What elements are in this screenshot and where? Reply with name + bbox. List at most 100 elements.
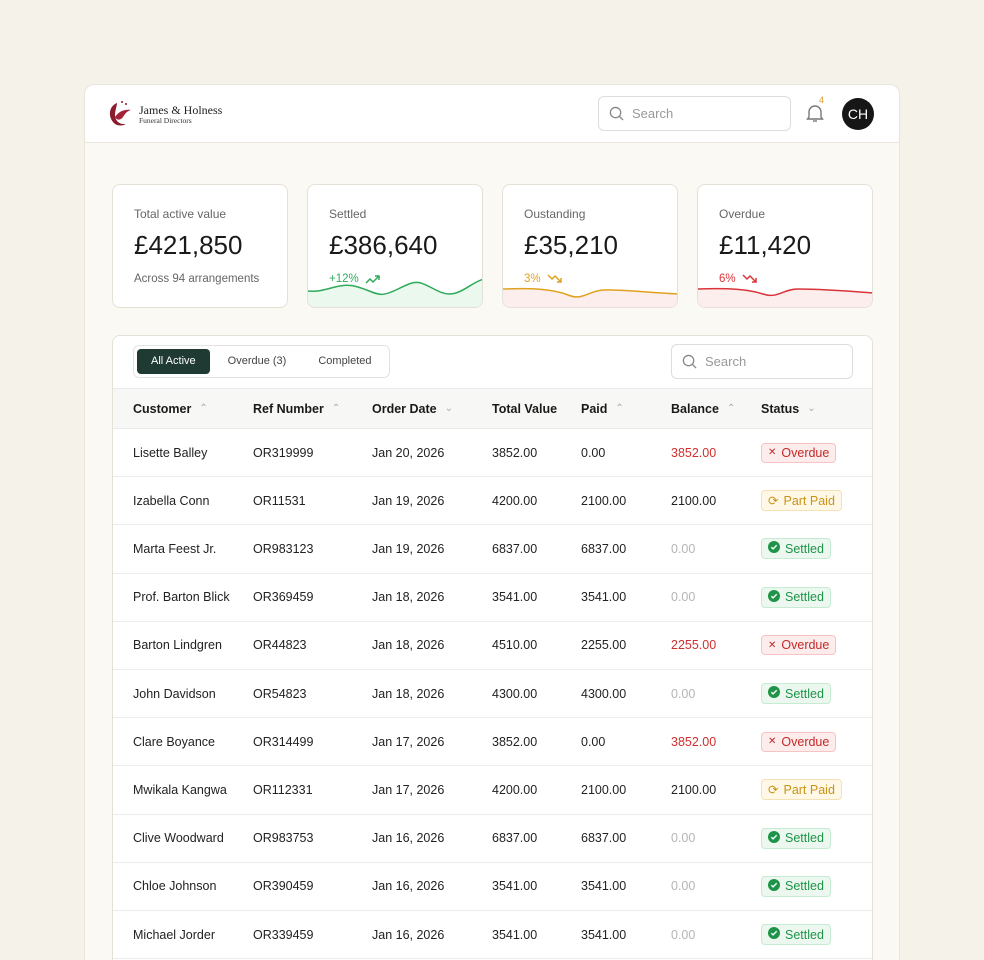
column-label: Balance (671, 401, 719, 416)
user-avatar[interactable]: CH (842, 98, 874, 130)
cell-customer: Marta Feest Jr. (133, 541, 217, 556)
cell-paid: 2100.00 (581, 782, 627, 797)
cell-customer: John Davidson (133, 686, 216, 701)
header-search-input[interactable]: Search (598, 96, 791, 131)
status-label: Settled (785, 541, 824, 556)
cell-total: 3541.00 (492, 590, 538, 605)
table-header: Customer ⌃ Ref Number ⌃ Order Date ⌄ Total Val… (113, 388, 872, 429)
column-header[interactable]: Customer ⌃ (133, 389, 208, 428)
status-badge: Settled (761, 924, 831, 946)
stat-card-overdue: Overdue £11,420 6% (697, 184, 873, 308)
cell-ref: OR339459 (253, 927, 314, 942)
cell-total: 3541.00 (492, 927, 538, 942)
cell-ref: OR983753 (253, 831, 314, 846)
stat-change: 3% (524, 273, 541, 285)
x-icon: ✕ (768, 736, 777, 748)
cell-customer: Clive Woodward (133, 831, 224, 846)
status-label: Part Paid (783, 493, 835, 508)
cell-ref: OR314499 (253, 734, 314, 749)
cell-balance: 0.00 (671, 686, 696, 701)
cell-total: 6837.00 (492, 541, 538, 556)
cell-customer: Prof. Barton Blick (133, 590, 230, 605)
table-row[interactable]: Clive Woodward OR983753 Jan 16, 2026 6837.0… (113, 815, 872, 863)
column-header[interactable]: Ref Number ⌃ (253, 389, 340, 428)
table-row[interactable]: Michael Jorder OR339459 Jan 16, 2026 3541.0… (113, 911, 872, 960)
cell-paid: 2100.00 (581, 493, 627, 508)
status-label: Settled (785, 686, 824, 701)
brand-logo[interactable]: James & Holness Funeral Directors (105, 99, 222, 129)
stat-value: £421,850 (134, 230, 243, 260)
column-header[interactable]: Order Date ⌄ (372, 389, 453, 428)
cell-balance: 0.00 (671, 590, 696, 605)
status-label: Part Paid (783, 782, 835, 797)
cell-paid: 0.00 (581, 734, 606, 749)
check-circle-icon (768, 927, 780, 942)
column-label: Ref Number (253, 401, 324, 416)
table-row[interactable]: Lisette Balley OR319999 Jan 20, 2026 3852.0… (113, 429, 872, 478)
orders-table-card: All Active Overdue (3) Completed Search … (112, 335, 873, 960)
table-row[interactable]: Barton Lindgren OR44823 Jan 18, 2026 4510.0… (113, 622, 872, 670)
search-icon (609, 106, 624, 121)
column-header[interactable]: Balance ⌃ (671, 389, 735, 428)
status-badge: ✕ Overdue (761, 731, 837, 752)
trend-down-icon (547, 274, 562, 283)
stat-label: Total active value (134, 207, 227, 221)
column-label: Customer (133, 401, 192, 416)
table-row[interactable]: Marta Feest Jr. OR983123 Jan 19, 2026 6837.… (113, 525, 872, 574)
cell-customer: Michael Jorder (133, 927, 215, 942)
sort-down-icon[interactable]: ⌄ (444, 403, 453, 414)
cell-status: Settled (761, 911, 831, 958)
tab-overdue[interactable]: Overdue (3) (227, 355, 287, 367)
stat-card-total: Total active value £421,850 Across 94 ar… (112, 184, 288, 308)
cell-date: Jan 18, 2026 (372, 638, 445, 653)
trend-up-icon (365, 275, 380, 284)
cell-customer: Barton Lindgren (133, 638, 222, 653)
app-window: James & Holness Funeral Directors Search… (84, 84, 900, 960)
cell-date: Jan 18, 2026 (372, 590, 445, 605)
cell-balance: 2255.00 (671, 638, 717, 653)
stat-label: Overdue (719, 207, 766, 221)
column-header[interactable]: Paid ⌃ (581, 389, 624, 428)
stat-change: +12% (329, 273, 359, 285)
sort-up-icon[interactable]: ⌃ (615, 403, 624, 414)
sort-down-icon[interactable]: ⌄ (807, 403, 816, 414)
cell-status: ✕ Overdue (761, 718, 837, 765)
brand-name: James & Holness (139, 102, 223, 117)
cell-date: Jan 16, 2026 (372, 831, 445, 846)
trend-down-icon (742, 274, 757, 283)
cell-paid: 2255.00 (581, 638, 627, 653)
cell-status: ⟳ Part Paid (761, 477, 842, 524)
check-circle-icon (768, 686, 780, 701)
cell-ref: OR369459 (253, 590, 314, 605)
check-circle-icon (768, 541, 780, 556)
cell-paid: 0.00 (581, 445, 606, 460)
bell-icon[interactable] (806, 103, 824, 123)
table-row[interactable]: John Davidson OR54823 Jan 18, 2026 4300.00 4… (113, 670, 872, 719)
tab-completed[interactable]: Completed (318, 355, 372, 367)
cell-ref: OR11531 (253, 493, 306, 508)
stat-label: Settled (329, 207, 367, 221)
status-label: Settled (785, 590, 824, 605)
tab-all-active[interactable]: All Active (137, 349, 210, 374)
column-header[interactable]: Total Value (492, 389, 557, 428)
header-search-placeholder: Search (632, 106, 674, 121)
table-row[interactable]: Mwikala Kangwa OR112331 Jan 17, 2026 4200.0… (113, 766, 872, 815)
table-row[interactable]: Chloe Johnson OR390459 Jan 16, 2026 3541.00… (113, 863, 872, 911)
sort-up-icon[interactable]: ⌃ (199, 403, 208, 414)
table-row[interactable]: Prof. Barton Blick OR369459 Jan 18, 2026 35… (113, 574, 872, 622)
outstanding-sparkline (503, 287, 677, 307)
dove-logo-icon (109, 101, 131, 126)
column-header[interactable]: Status ⌄ (761, 389, 816, 428)
sort-up-icon[interactable]: ⌃ (726, 403, 736, 414)
cell-date: Jan 17, 2026 (372, 782, 445, 797)
sort-up-icon[interactable]: ⌃ (331, 403, 341, 414)
cell-balance: 0.00 (671, 927, 696, 942)
table-search-input[interactable]: Search (671, 344, 853, 379)
table-row[interactable]: Izabella Conn OR11531 Jan 19, 2026 4200.00 2… (113, 477, 872, 526)
cell-status: Settled (761, 815, 831, 862)
table-row[interactable]: Clare Boyance OR314499 Jan 17, 2026 3852.00… (113, 718, 872, 767)
cell-status: ⟳ Part Paid (761, 766, 842, 813)
cell-balance: 0.00 (671, 541, 696, 556)
cell-customer: Mwikala Kangwa (133, 782, 227, 797)
cell-customer: Izabella Conn (133, 493, 210, 508)
